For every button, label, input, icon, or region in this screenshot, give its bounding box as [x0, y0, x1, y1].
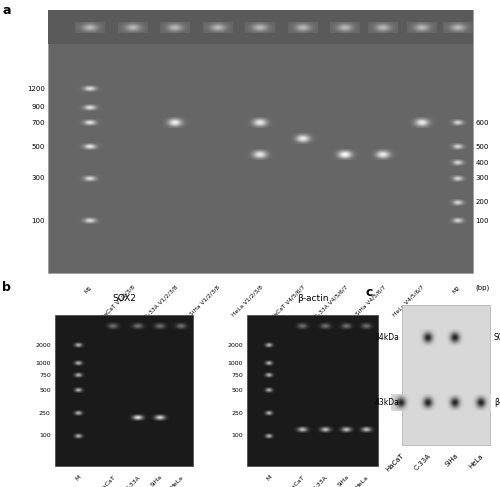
Text: HeLa: HeLa [468, 453, 485, 469]
Text: 500: 500 [232, 388, 243, 393]
Bar [247, 315, 378, 466]
Text: 200: 200 [476, 199, 489, 205]
Text: SiHa: SiHa [150, 474, 164, 487]
Text: C-33A V4/5/6/7: C-33A V4/5/6/7 [314, 284, 348, 319]
Text: 43kDa: 43kDa [374, 398, 399, 407]
Text: c: c [366, 286, 373, 299]
Text: SiHa: SiHa [336, 474, 350, 487]
Text: HaCaT V1/2/3/8: HaCaT V1/2/3/8 [100, 284, 136, 320]
Text: 34kDa: 34kDa [374, 334, 399, 342]
Text: β-actin: β-actin [494, 398, 500, 407]
Text: 2000: 2000 [228, 343, 243, 348]
Text: M: M [74, 474, 82, 482]
Text: SiHa V4/5/6/7: SiHa V4/5/6/7 [355, 284, 387, 317]
Text: HeLa V1/2/3/8: HeLa V1/2/3/8 [230, 284, 264, 318]
Text: 250: 250 [39, 411, 50, 416]
Bar [48, 10, 472, 44]
Text: (bp): (bp) [83, 318, 97, 324]
Text: SOX2: SOX2 [494, 334, 500, 342]
Text: M1: M1 [84, 284, 94, 294]
Text: 750: 750 [39, 373, 50, 378]
Text: M: M [266, 474, 272, 482]
Text: 250: 250 [232, 411, 243, 416]
Text: 1200: 1200 [27, 86, 45, 92]
Text: SOX2: SOX2 [112, 294, 136, 303]
Text: C-33A V1/2/3/8: C-33A V1/2/3/8 [144, 284, 178, 319]
Text: HeLa: HeLa [170, 474, 184, 487]
Text: SiHa V1/2/3/8: SiHa V1/2/3/8 [189, 284, 221, 317]
Text: C-33A: C-33A [413, 453, 432, 472]
Text: 100: 100 [232, 433, 243, 438]
Text: C-33A: C-33A [124, 474, 141, 487]
Text: HeLa: HeLa [355, 474, 370, 487]
Text: 100: 100 [32, 218, 45, 224]
Text: 700: 700 [32, 120, 45, 126]
Text: 300: 300 [32, 175, 45, 182]
Text: 500: 500 [32, 144, 45, 150]
Text: (bp): (bp) [450, 318, 464, 324]
Text: 1000: 1000 [228, 361, 243, 366]
Text: 2000: 2000 [35, 343, 50, 348]
Text: 600: 600 [476, 120, 489, 126]
Text: 300: 300 [476, 175, 489, 182]
Text: HaCaT V4/5/6/7: HaCaT V4/5/6/7 [270, 284, 306, 320]
Bar [48, 10, 472, 273]
Text: 100: 100 [39, 433, 50, 438]
Text: HaCaT: HaCaT [385, 453, 405, 473]
Text: 100: 100 [476, 218, 489, 224]
Text: a: a [2, 4, 11, 17]
Text: 500: 500 [39, 388, 50, 393]
Text: 500: 500 [476, 144, 489, 150]
Text: C-33A: C-33A [312, 474, 329, 487]
Text: 1000: 1000 [35, 361, 50, 366]
Text: 750: 750 [232, 373, 243, 378]
Text: (bp): (bp) [476, 284, 490, 291]
Text: HaCaT: HaCaT [98, 474, 116, 487]
Bar [402, 305, 490, 445]
Text: HaCaT: HaCaT [288, 474, 306, 487]
Text: HeLa V4/5/6/7: HeLa V4/5/6/7 [392, 284, 425, 318]
Text: 900: 900 [32, 104, 45, 110]
Text: β-actin: β-actin [296, 294, 328, 303]
Text: 400: 400 [476, 160, 489, 166]
Text: SiHa: SiHa [444, 453, 459, 468]
Text: M2: M2 [452, 284, 461, 294]
Text: b: b [2, 281, 11, 294]
Bar [54, 315, 193, 466]
